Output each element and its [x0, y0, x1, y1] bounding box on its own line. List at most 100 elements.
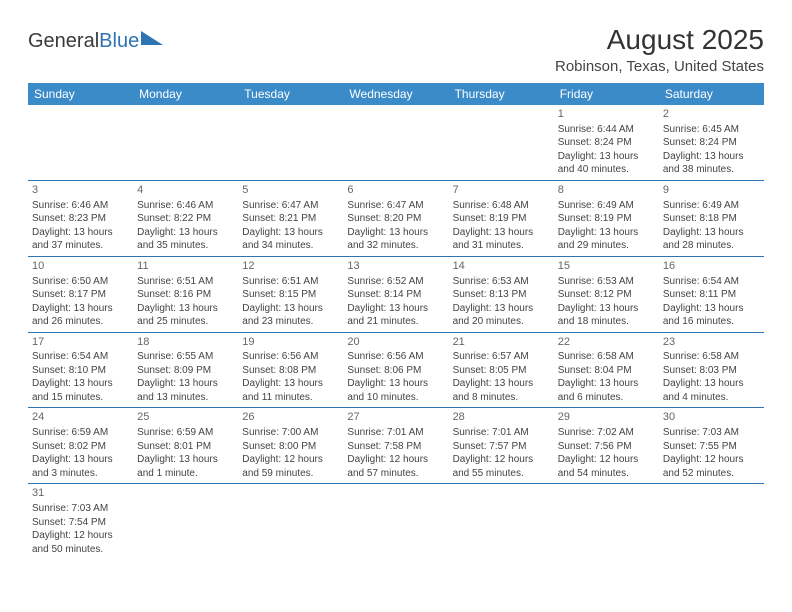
daylight-text: Daylight: 12 hours — [32, 529, 129, 543]
sunset-text: Sunset: 8:10 PM — [32, 364, 129, 378]
daylight-text: and 32 minutes. — [347, 239, 444, 253]
calendar-cell: 19Sunrise: 6:56 AMSunset: 8:08 PMDayligh… — [238, 332, 343, 408]
daylight-text: Daylight: 13 hours — [347, 226, 444, 240]
sunset-text: Sunset: 8:05 PM — [453, 364, 550, 378]
sunrise-text: Sunrise: 6:51 AM — [242, 275, 339, 289]
day-number: 4 — [137, 183, 234, 198]
sunset-text: Sunset: 8:13 PM — [453, 288, 550, 302]
calendar-cell: 4Sunrise: 6:46 AMSunset: 8:22 PMDaylight… — [133, 180, 238, 256]
daylight-text: Daylight: 13 hours — [453, 226, 550, 240]
calendar-row: 31Sunrise: 7:03 AMSunset: 7:54 PMDayligh… — [28, 484, 764, 559]
sunrise-text: Sunrise: 6:58 AM — [663, 350, 760, 364]
location: Robinson, Texas, United States — [555, 58, 764, 75]
calendar-cell: 11Sunrise: 6:51 AMSunset: 8:16 PMDayligh… — [133, 256, 238, 332]
sunset-text: Sunset: 8:01 PM — [137, 440, 234, 454]
daylight-text: and 40 minutes. — [558, 163, 655, 177]
day-number: 10 — [32, 259, 129, 274]
daylight-text: Daylight: 13 hours — [32, 377, 129, 391]
day-number: 22 — [558, 335, 655, 350]
calendar-cell: 24Sunrise: 6:59 AMSunset: 8:02 PMDayligh… — [28, 408, 133, 484]
calendar-cell: 13Sunrise: 6:52 AMSunset: 8:14 PMDayligh… — [343, 256, 448, 332]
calendar-cell: 25Sunrise: 6:59 AMSunset: 8:01 PMDayligh… — [133, 408, 238, 484]
daylight-text: Daylight: 13 hours — [663, 226, 760, 240]
sunrise-text: Sunrise: 7:03 AM — [663, 426, 760, 440]
calendar-cell: 31Sunrise: 7:03 AMSunset: 7:54 PMDayligh… — [28, 484, 133, 559]
calendar-cell: 15Sunrise: 6:53 AMSunset: 8:12 PMDayligh… — [554, 256, 659, 332]
sunrise-text: Sunrise: 6:58 AM — [558, 350, 655, 364]
day-number: 15 — [558, 259, 655, 274]
daylight-text: Daylight: 13 hours — [663, 302, 760, 316]
daylight-text: and 23 minutes. — [242, 315, 339, 329]
day-number: 27 — [347, 410, 444, 425]
sunset-text: Sunset: 7:58 PM — [347, 440, 444, 454]
daylight-text: Daylight: 13 hours — [347, 302, 444, 316]
calendar-cell — [449, 105, 554, 180]
calendar-cell: 5Sunrise: 6:47 AMSunset: 8:21 PMDaylight… — [238, 180, 343, 256]
day-number: 13 — [347, 259, 444, 274]
calendar-cell — [449, 484, 554, 559]
day-number: 24 — [32, 410, 129, 425]
sunset-text: Sunset: 8:24 PM — [663, 136, 760, 150]
daylight-text: and 1 minute. — [137, 467, 234, 481]
sunrise-text: Sunrise: 6:46 AM — [137, 199, 234, 213]
sunrise-text: Sunrise: 6:45 AM — [663, 123, 760, 137]
daylight-text: and 59 minutes. — [242, 467, 339, 481]
daylight-text: and 18 minutes. — [558, 315, 655, 329]
sunrise-text: Sunrise: 6:57 AM — [453, 350, 550, 364]
calendar-cell: 6Sunrise: 6:47 AMSunset: 8:20 PMDaylight… — [343, 180, 448, 256]
daylight-text: and 50 minutes. — [32, 543, 129, 557]
day-number: 7 — [453, 183, 550, 198]
month-title: August 2025 — [555, 24, 764, 56]
sunset-text: Sunset: 8:16 PM — [137, 288, 234, 302]
sunrise-text: Sunrise: 6:56 AM — [347, 350, 444, 364]
sunset-text: Sunset: 8:14 PM — [347, 288, 444, 302]
calendar-cell — [343, 484, 448, 559]
daylight-text: Daylight: 13 hours — [242, 226, 339, 240]
calendar-cell — [554, 484, 659, 559]
day-number: 14 — [453, 259, 550, 274]
day-number: 11 — [137, 259, 234, 274]
sunrise-text: Sunrise: 6:55 AM — [137, 350, 234, 364]
daylight-text: Daylight: 13 hours — [32, 302, 129, 316]
sunrise-text: Sunrise: 7:01 AM — [453, 426, 550, 440]
sunrise-text: Sunrise: 6:50 AM — [32, 275, 129, 289]
sunset-text: Sunset: 7:54 PM — [32, 516, 129, 530]
day-number: 19 — [242, 335, 339, 350]
sunset-text: Sunset: 8:09 PM — [137, 364, 234, 378]
header: GeneralBlue August 2025 Robinson, Texas,… — [28, 24, 764, 75]
logo-text-2: Blue — [99, 30, 139, 53]
daylight-text: and 37 minutes. — [32, 239, 129, 253]
daylight-text: Daylight: 13 hours — [558, 302, 655, 316]
calendar-cell: 7Sunrise: 6:48 AMSunset: 8:19 PMDaylight… — [449, 180, 554, 256]
daylight-text: Daylight: 13 hours — [663, 150, 760, 164]
sunrise-text: Sunrise: 6:47 AM — [242, 199, 339, 213]
calendar-cell: 21Sunrise: 6:57 AMSunset: 8:05 PMDayligh… — [449, 332, 554, 408]
day-number: 25 — [137, 410, 234, 425]
sunrise-text: Sunrise: 6:52 AM — [347, 275, 444, 289]
day-number: 28 — [453, 410, 550, 425]
calendar-row: 1Sunrise: 6:44 AMSunset: 8:24 PMDaylight… — [28, 105, 764, 180]
day-number: 8 — [558, 183, 655, 198]
sunset-text: Sunset: 7:56 PM — [558, 440, 655, 454]
day-number: 6 — [347, 183, 444, 198]
calendar-cell — [343, 105, 448, 180]
daylight-text: and 35 minutes. — [137, 239, 234, 253]
sunset-text: Sunset: 8:19 PM — [453, 212, 550, 226]
daylight-text: Daylight: 12 hours — [347, 453, 444, 467]
daylight-text: Daylight: 13 hours — [453, 377, 550, 391]
day-number: 16 — [663, 259, 760, 274]
calendar-cell: 30Sunrise: 7:03 AMSunset: 7:55 PMDayligh… — [659, 408, 764, 484]
calendar-cell: 17Sunrise: 6:54 AMSunset: 8:10 PMDayligh… — [28, 332, 133, 408]
sunrise-text: Sunrise: 6:56 AM — [242, 350, 339, 364]
daylight-text: Daylight: 12 hours — [663, 453, 760, 467]
calendar-row: 3Sunrise: 6:46 AMSunset: 8:23 PMDaylight… — [28, 180, 764, 256]
sunset-text: Sunset: 7:57 PM — [453, 440, 550, 454]
sunset-text: Sunset: 8:24 PM — [558, 136, 655, 150]
sunset-text: Sunset: 8:23 PM — [32, 212, 129, 226]
day-number: 5 — [242, 183, 339, 198]
sunrise-text: Sunrise: 6:48 AM — [453, 199, 550, 213]
calendar-cell: 10Sunrise: 6:50 AMSunset: 8:17 PMDayligh… — [28, 256, 133, 332]
weekday-header: Thursday — [449, 83, 554, 105]
daylight-text: and 26 minutes. — [32, 315, 129, 329]
daylight-text: and 54 minutes. — [558, 467, 655, 481]
